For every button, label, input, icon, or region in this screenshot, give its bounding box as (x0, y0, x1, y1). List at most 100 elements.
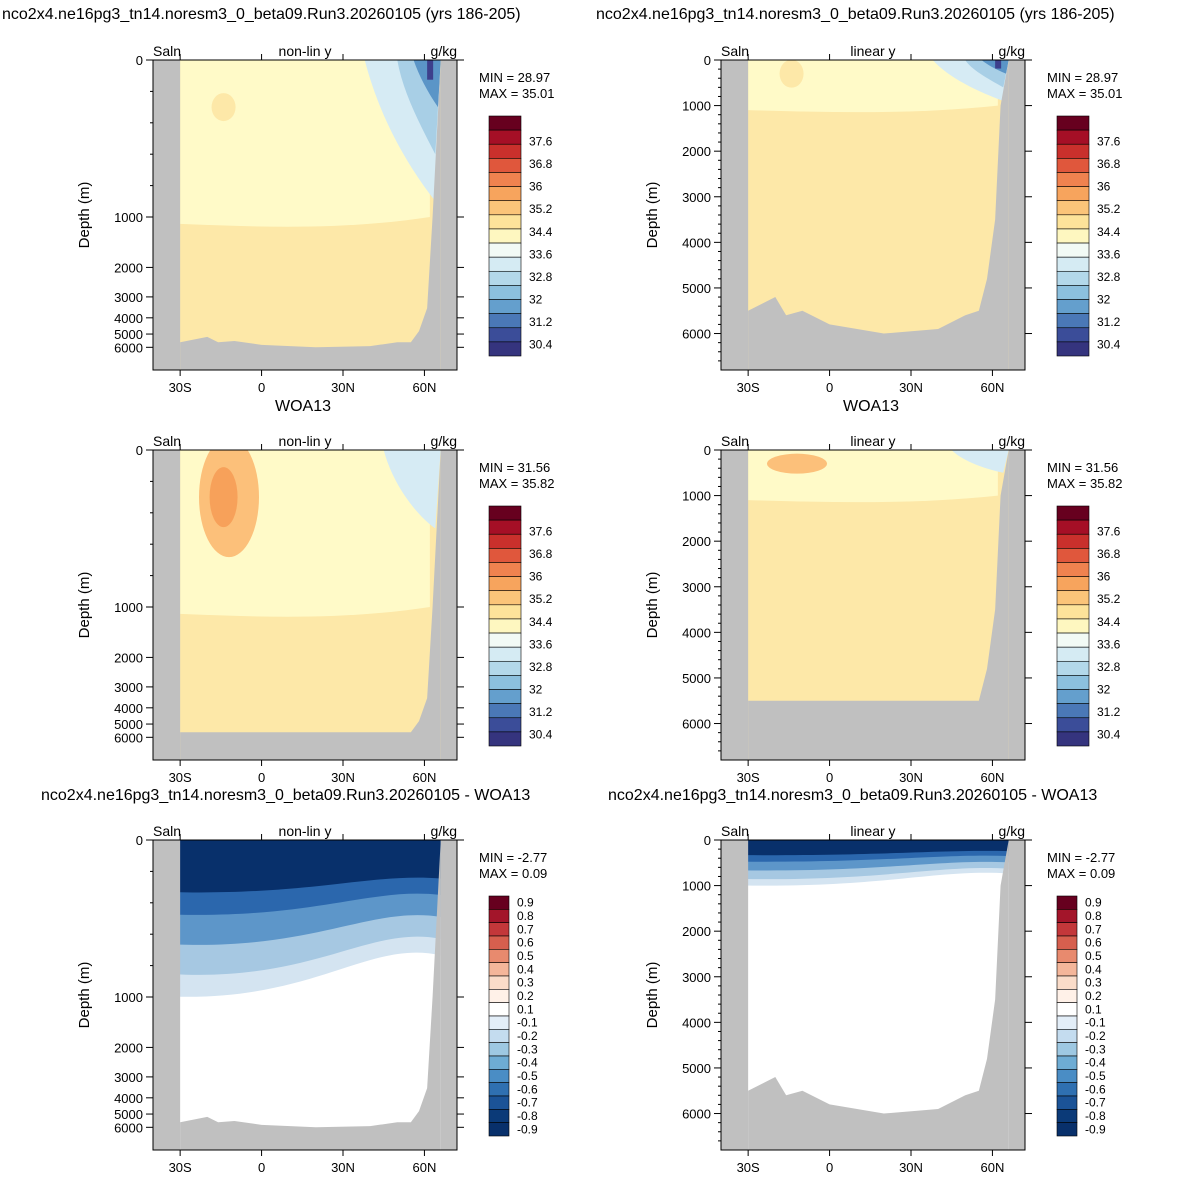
stat-max: MAX = 35.82 (1047, 476, 1123, 491)
stat-min: MIN = 31.56 (479, 460, 550, 475)
y-tick-label: 2000 (682, 534, 711, 549)
y-tick-label: 3000 (682, 190, 711, 205)
panel-units-label: g/kg (999, 43, 1025, 59)
colorbar-swatch (488, 895, 510, 910)
colorbar-swatch (488, 989, 510, 1003)
panel-scale-label: linear y (850, 43, 895, 59)
colorbar-swatch (1056, 519, 1090, 535)
colorbar-label: -0.4 (1085, 1056, 1106, 1070)
panel-units-label: g/kg (431, 823, 457, 839)
colorbar-swatch (1056, 1069, 1078, 1083)
land-south (153, 840, 181, 1150)
colorbar-label: 30.4 (1097, 338, 1121, 352)
colorbar-swatch (1056, 242, 1090, 258)
panel-variable-label: Saln (721, 43, 749, 59)
y-tick-label: 3000 (114, 290, 143, 305)
x-tick-label: 30N (331, 770, 355, 785)
colorbar-label: 35.2 (529, 202, 553, 216)
stat-max: MAX = 0.09 (1047, 866, 1115, 881)
colorbar-swatch (488, 285, 522, 300)
colorbar-swatch (488, 703, 522, 719)
colorbar-swatch (1056, 143, 1090, 159)
colorbar-label: 0.4 (1085, 962, 1102, 976)
colorbar-swatch (1056, 158, 1090, 173)
colorbar-swatch (488, 660, 522, 676)
panel-variable-label: Saln (153, 823, 181, 839)
y-axis-label: Depth (m) (644, 182, 661, 249)
x-tick-label: 30S (737, 770, 760, 785)
colorbar-label: -0.9 (517, 1122, 538, 1136)
seafloor (748, 450, 1009, 760)
seafloor (180, 840, 441, 1150)
colorbar-swatch (1056, 717, 1090, 733)
y-tick-label: 6000 (682, 717, 711, 732)
colorbar: 37.6 36.8 36 35.2 34.4 33.6 32.8 32 31.2 30.4 (1056, 115, 1121, 357)
colorbar-label: 35.2 (529, 592, 553, 606)
land-north (440, 840, 457, 1150)
field-subtropical-max (211, 93, 236, 122)
colorbar-swatch (488, 299, 522, 314)
field-fresh-north-3 (413, 60, 441, 108)
colorbar-swatch (1056, 646, 1090, 662)
colorbar: 0.90.80.70.60.50.40.30.20.1-0.1-0.2-0.3-… (488, 895, 538, 1136)
colorbar-swatch (488, 1082, 510, 1097)
colorbar-label: 0.3 (1085, 976, 1102, 990)
stat-min: MIN = -2.77 (1047, 850, 1115, 865)
y-tick-label: 5000 (114, 327, 143, 342)
colorbar-label: 0.4 (517, 962, 534, 976)
x-tick-label: 30S (169, 380, 192, 395)
colorbar-swatch (1056, 975, 1078, 990)
colorbar-swatch (1056, 299, 1090, 314)
y-tick-label: 1000 (682, 879, 711, 894)
colorbar-swatch (488, 1109, 510, 1123)
colorbar-swatch (488, 975, 510, 990)
colorbar-swatch (488, 576, 522, 592)
colorbar-swatch (1056, 172, 1090, 187)
colorbar-label: 35.2 (1097, 202, 1121, 216)
colorbar-swatch (1056, 604, 1090, 620)
y-tick-label: 0 (136, 53, 143, 68)
colorbar-label: 36.8 (1097, 547, 1121, 561)
colorbar-swatch (488, 186, 522, 202)
colorbar-label: 31.2 (529, 705, 553, 719)
colorbar: 37.6 36.8 36 35.2 34.4 33.6 32.8 32 31.2 30.4 (488, 115, 553, 357)
colorbar-label: 31.2 (1097, 705, 1121, 719)
y-axis-label: Depth (m) (76, 182, 93, 249)
colorbar-swatch (1056, 1042, 1078, 1057)
land-north (440, 60, 457, 370)
y-tick-label: 2000 (682, 924, 711, 939)
y-tick-label: 2000 (682, 144, 711, 159)
colorbar-label: 36.8 (529, 157, 553, 171)
y-tick-label: 5000 (682, 1061, 711, 1076)
colorbar-label: -0.4 (517, 1056, 538, 1070)
colorbar-swatch (488, 731, 522, 747)
colorbar-label: 30.4 (529, 338, 553, 352)
x-tick-label: 30N (899, 1160, 923, 1175)
colorbar-swatch (1056, 576, 1090, 592)
colorbar-swatch (1056, 327, 1090, 343)
panel-plot-area (153, 60, 457, 370)
y-tick-label: 4000 (114, 701, 143, 716)
stat-min: MIN = 28.97 (1047, 70, 1118, 85)
land-north (1008, 840, 1025, 1150)
row-title-model-right: nco2x4.ne16pg3_tn14.noresm3_0_beta09.Run… (596, 6, 1115, 23)
colorbar-swatch (488, 214, 522, 230)
colorbar-swatch (1056, 1082, 1078, 1097)
panel-plot-area (721, 60, 1025, 370)
colorbar-swatch (1056, 228, 1090, 244)
y-tick-label: 5000 (682, 281, 711, 296)
colorbar: 37.6 36.8 36 35.2 34.4 33.6 32.8 32 31.2 30.4 (488, 505, 553, 747)
y-tick-label: 3000 (114, 1070, 143, 1085)
row-title-diff-left: nco2x4.ne16pg3_tn14.noresm3_0_beta09.Run… (41, 787, 531, 804)
colorbar-label: 36 (529, 180, 543, 194)
x-tick-label: 30S (737, 380, 760, 395)
colorbar-label: 0.7 (517, 922, 534, 936)
y-tick-label: 4000 (114, 311, 143, 326)
colorbar-label: 0.9 (1085, 896, 1102, 910)
colorbar-swatch (488, 256, 522, 272)
field-subtropical-max (779, 60, 804, 88)
colorbar-label: 0.8 (517, 909, 534, 923)
colorbar-swatch (1056, 1095, 1078, 1110)
colorbar-swatch (488, 313, 522, 329)
panel-frame (152, 449, 458, 761)
